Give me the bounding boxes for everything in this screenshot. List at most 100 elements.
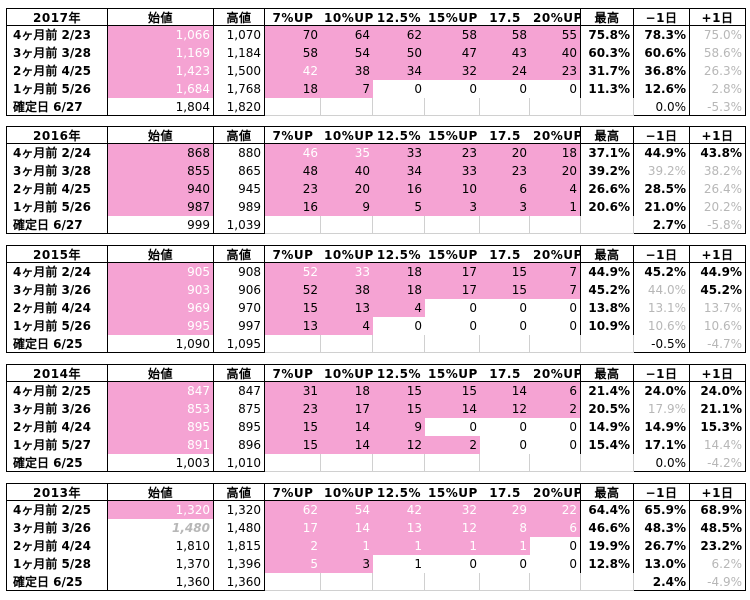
up-count[interactable]: 0: [469, 319, 477, 333]
up-count[interactable]: 20: [480, 144, 530, 162]
empty-cell[interactable]: [373, 454, 425, 472]
up-count[interactable]: 15: [425, 382, 480, 400]
header-up-3[interactable]: 15%UP: [425, 245, 480, 263]
header-up-1[interactable]: 10%UP: [321, 126, 373, 144]
plus1-pct[interactable]: 44.9%: [690, 263, 746, 281]
up-count[interactable]: 13: [373, 519, 425, 537]
high-value[interactable]: 945: [214, 180, 265, 198]
up-count[interactable]: 0: [530, 436, 581, 454]
up-count[interactable]: 15: [480, 281, 530, 299]
confirm-label[interactable]: 確定日 6/27: [6, 216, 108, 234]
confirm-start[interactable]: 999: [108, 216, 214, 234]
up-count[interactable]: 17: [425, 263, 480, 281]
header-up-0[interactable]: 7%UP: [265, 8, 321, 26]
header-up-3[interactable]: 15%UP: [425, 364, 480, 382]
max-pct[interactable]: 20.6%: [581, 198, 634, 216]
empty-cell[interactable]: [530, 454, 581, 472]
confirm-plus1[interactable]: -5.3%: [690, 98, 746, 116]
header-up-0[interactable]: 7%UP: [265, 126, 321, 144]
up-count[interactable]: 42: [373, 501, 425, 519]
confirm-minus1[interactable]: 2.4%: [634, 573, 690, 591]
header-up-5[interactable]: 20%UP: [530, 126, 581, 144]
up-count[interactable]: 2: [425, 436, 480, 454]
confirm-start[interactable]: 1,090: [108, 335, 214, 353]
up-count[interactable]: 2: [530, 400, 581, 418]
plus1-pct[interactable]: 21.1%: [690, 400, 746, 418]
up-count[interactable]: 8: [480, 519, 530, 537]
empty-cell[interactable]: [321, 98, 373, 116]
max-pct[interactable]: 19.9%: [581, 537, 634, 555]
empty-cell[interactable]: [321, 335, 373, 353]
empty-cell[interactable]: [373, 573, 425, 591]
header-up-2[interactable]: 12.5%: [373, 8, 425, 26]
empty-cell[interactable]: [480, 335, 530, 353]
header-up-5[interactable]: 20%UP: [530, 8, 581, 26]
up-count[interactable]: 0: [530, 299, 581, 317]
empty-cell[interactable]: [480, 98, 530, 116]
empty-cell[interactable]: [581, 98, 634, 116]
header-up-1[interactable]: 10%UP: [321, 364, 373, 382]
up-count[interactable]: 0: [469, 301, 477, 315]
empty-cell[interactable]: [530, 98, 581, 116]
start-value[interactable]: 1,320: [108, 501, 214, 519]
up-count[interactable]: 23: [480, 162, 530, 180]
minus1-pct[interactable]: 26.7%: [634, 537, 690, 555]
header-minus1[interactable]: −1日: [634, 483, 690, 501]
empty-cell[interactable]: [530, 573, 581, 591]
confirm-high[interactable]: 1,820: [214, 98, 265, 116]
up-count[interactable]: 6: [530, 519, 581, 537]
empty-cell[interactable]: [373, 335, 425, 353]
empty-cell[interactable]: [480, 454, 530, 472]
header-max[interactable]: 最高: [581, 483, 634, 501]
start-value[interactable]: 1,480: [108, 519, 214, 537]
row-label[interactable]: 1ヶ月前 5/27: [6, 436, 108, 454]
up-count[interactable]: 18: [373, 281, 425, 299]
max-pct[interactable]: 60.3%: [581, 44, 634, 62]
header-minus1[interactable]: −1日: [634, 364, 690, 382]
header-up-3[interactable]: 15%UP: [425, 483, 480, 501]
header-minus1[interactable]: −1日: [634, 8, 690, 26]
up-count[interactable]: 0: [519, 438, 527, 452]
empty-cell[interactable]: [530, 335, 581, 353]
up-count[interactable]: 12: [373, 436, 425, 454]
row-label[interactable]: 4ヶ月前 2/25: [6, 382, 108, 400]
header-max[interactable]: 最高: [581, 364, 634, 382]
row-label[interactable]: 4ヶ月前 2/24: [6, 263, 108, 281]
plus1-pct[interactable]: 14.4%: [690, 436, 746, 454]
up-count[interactable]: 43: [480, 44, 530, 62]
plus1-pct[interactable]: 23.2%: [690, 537, 746, 555]
max-pct[interactable]: 45.2%: [581, 281, 634, 299]
header-up-4[interactable]: 17.5: [480, 483, 530, 501]
up-count[interactable]: 62: [265, 501, 321, 519]
plus1-pct[interactable]: 75.0%: [690, 26, 746, 44]
confirm-minus1[interactable]: 0.0%: [634, 454, 690, 472]
up-count[interactable]: 18: [373, 263, 425, 281]
start-value[interactable]: 969: [108, 299, 214, 317]
year-header[interactable]: 2015年: [6, 245, 108, 263]
confirm-plus1[interactable]: -4.7%: [690, 335, 746, 353]
minus1-pct[interactable]: 10.6%: [634, 317, 690, 335]
row-label[interactable]: 3ヶ月前 3/28: [6, 162, 108, 180]
plus1-pct[interactable]: 58.6%: [690, 44, 746, 62]
plus1-pct[interactable]: 2.8%: [690, 80, 746, 98]
empty-cell[interactable]: [581, 573, 634, 591]
up-count[interactable]: 1: [480, 537, 530, 555]
plus1-pct[interactable]: 15.3%: [690, 418, 746, 436]
minus1-pct[interactable]: 17.1%: [634, 436, 690, 454]
up-count[interactable]: 7: [530, 281, 581, 299]
minus1-pct[interactable]: 17.9%: [634, 400, 690, 418]
plus1-pct[interactable]: 26.3%: [690, 62, 746, 80]
header-up-1[interactable]: 10%UP: [321, 483, 373, 501]
up-count[interactable]: 0: [530, 418, 581, 436]
empty-cell[interactable]: [581, 216, 634, 234]
up-count[interactable]: 23: [425, 144, 480, 162]
up-count[interactable]: 0: [414, 319, 422, 333]
up-count[interactable]: 15: [480, 263, 530, 281]
up-count[interactable]: 17: [425, 281, 480, 299]
high-value[interactable]: 1,768: [214, 80, 265, 98]
confirm-high[interactable]: 1,095: [214, 335, 265, 353]
minus1-pct[interactable]: 24.0%: [634, 382, 690, 400]
up-count[interactable]: 13: [265, 317, 321, 335]
row-label[interactable]: 3ヶ月前 3/26: [6, 400, 108, 418]
max-pct[interactable]: 13.8%: [581, 299, 634, 317]
